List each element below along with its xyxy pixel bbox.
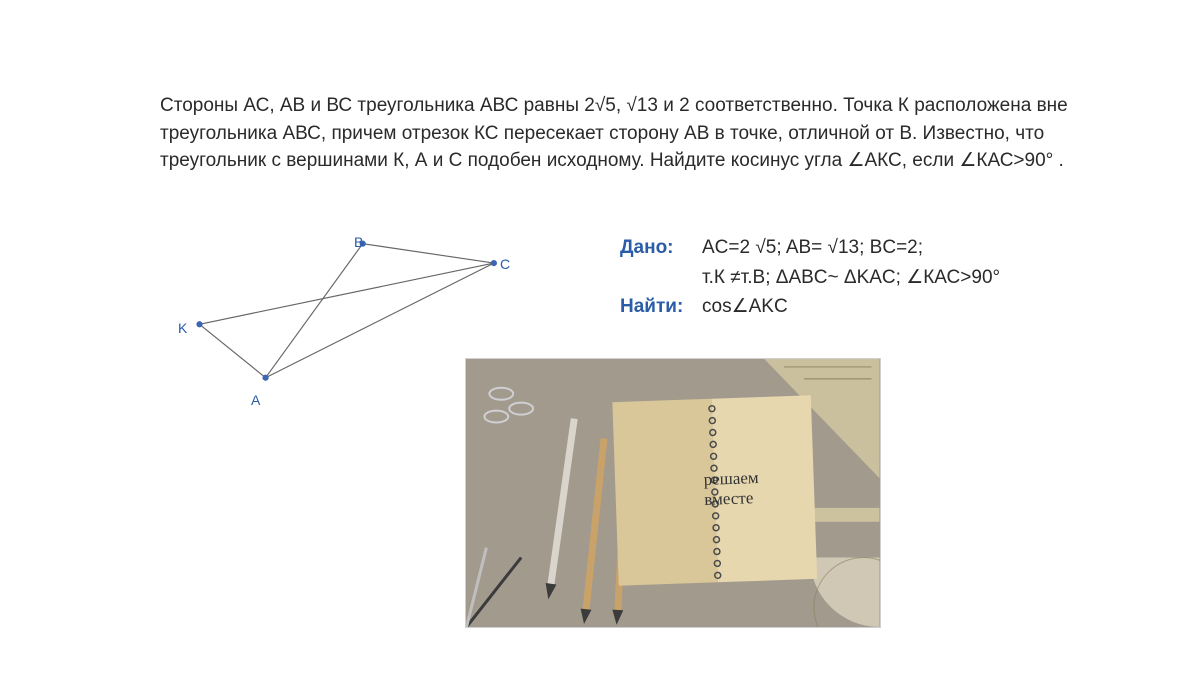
diagram-point-label: K — [178, 320, 187, 336]
diagram-edge — [266, 244, 363, 378]
find-value: cos∠AKC — [702, 293, 788, 321]
diagram-point-label: B — [354, 234, 363, 250]
given-block: Дано: AC=2 √5; AB= √13; BC=2; т.К ≠т.В; … — [620, 234, 1100, 323]
given-line2: т.К ≠т.В; ΔABC~ ΔKAC; ∠КАС>90° — [702, 264, 1000, 292]
photo-illustration: решаем вместе — [465, 358, 881, 628]
diagram-point-label: A — [251, 392, 260, 408]
diagram-point — [196, 321, 202, 327]
find-label: Найти: — [620, 293, 702, 321]
given-line1: AC=2 √5; AB= √13; BC=2; — [702, 234, 923, 262]
problem-text: Стороны АС, АВ и ВС треугольника АВС рав… — [160, 95, 1068, 171]
given-row-2: т.К ≠т.В; ΔABC~ ΔKAC; ∠КАС>90° — [620, 264, 1100, 292]
diagram-edge — [363, 244, 494, 263]
diagram-point — [491, 260, 497, 266]
notebook-line1: решаем — [703, 468, 759, 489]
notebook-line2: вместе — [704, 488, 760, 509]
given-label: Дано: — [620, 234, 702, 262]
find-row: Найти: cos∠AKC — [620, 293, 1100, 321]
given-label-empty — [620, 264, 702, 292]
diagram-edge — [200, 263, 494, 324]
diagram-point-label: C — [500, 256, 510, 272]
problem-statement: Стороны АС, АВ и ВС треугольника АВС рав… — [160, 92, 1080, 175]
diagram-edge — [266, 263, 494, 378]
diagram-point — [262, 375, 268, 381]
notebook-caption: решаем вместе — [703, 468, 759, 509]
photo-svg — [466, 359, 880, 627]
diagram-edge — [200, 324, 266, 377]
given-row-1: Дано: AC=2 √5; AB= √13; BC=2; — [620, 234, 1100, 262]
